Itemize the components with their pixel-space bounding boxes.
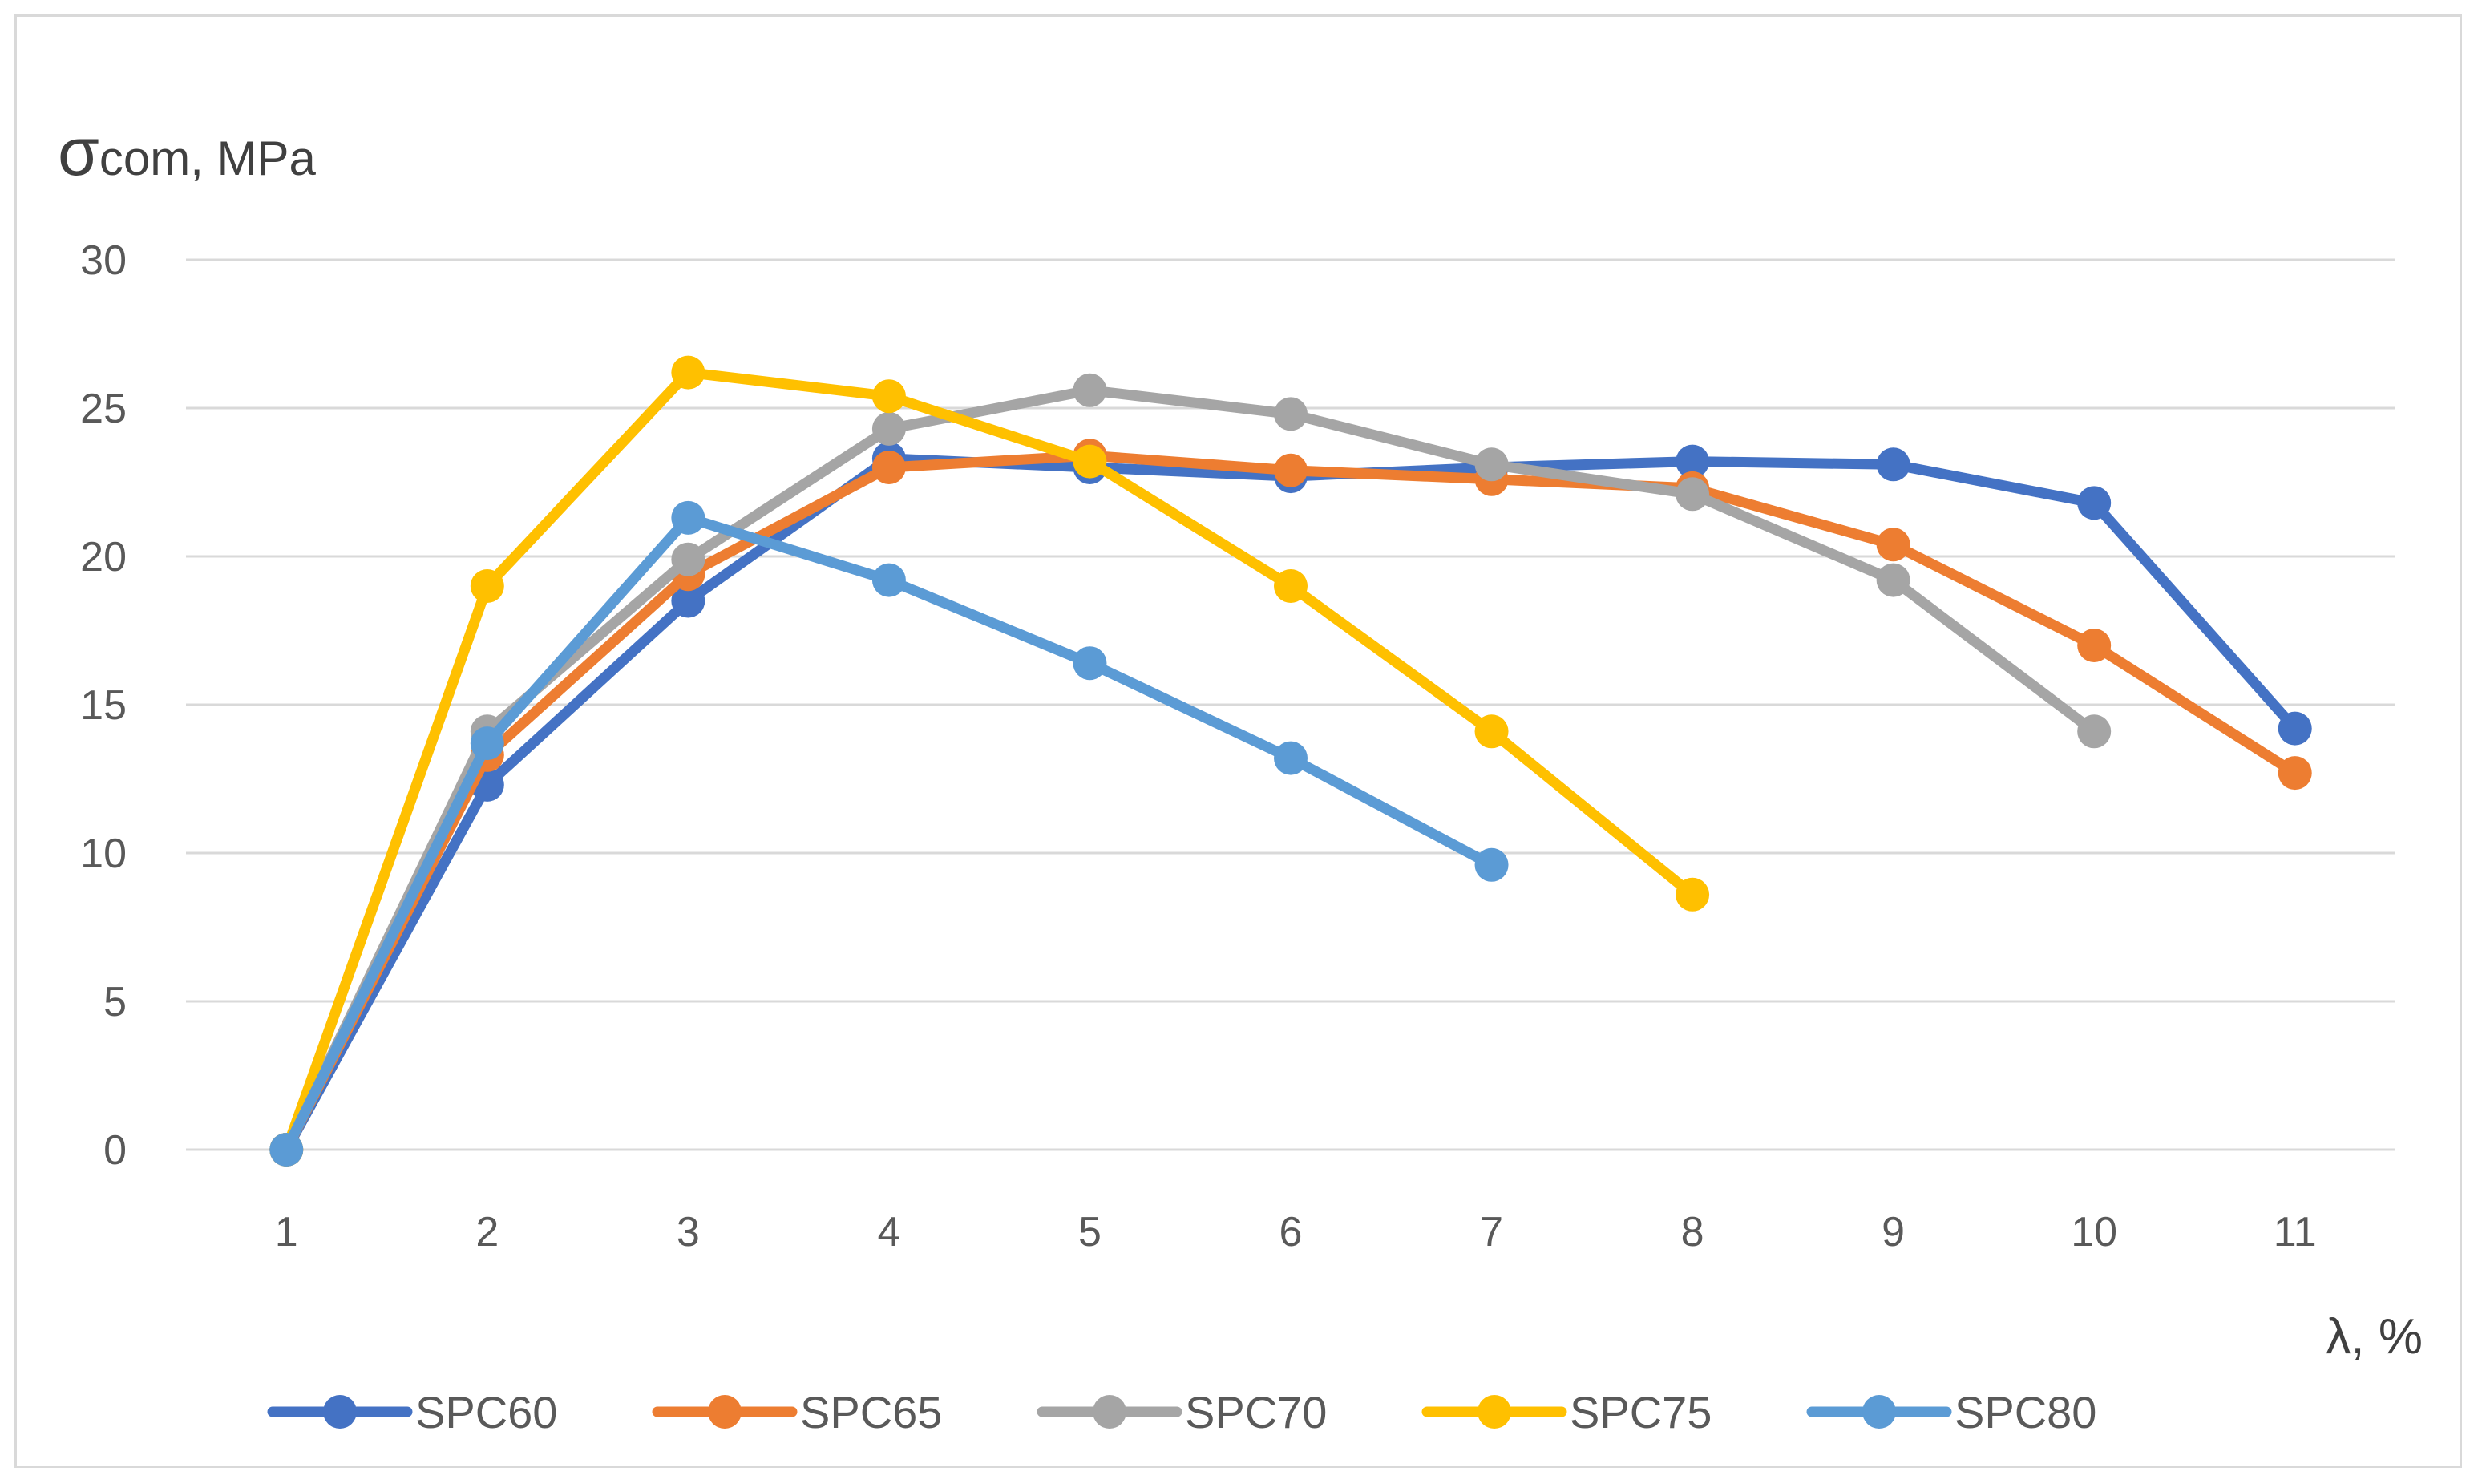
data-point [1876, 447, 1910, 482]
data-point [2077, 629, 2112, 662]
data-point [470, 569, 504, 603]
data-point [1474, 714, 1509, 749]
x-tick-label: 11 [2274, 1209, 2317, 1256]
gridlines [186, 258, 2395, 1151]
data-point [2077, 486, 2112, 520]
data-point [1676, 444, 1710, 479]
legend-swatch-marker [323, 1395, 357, 1429]
data-point [1474, 447, 1509, 482]
data-point [1274, 569, 1308, 603]
legend-swatch-marker [1862, 1395, 1896, 1429]
data-point [269, 1133, 304, 1167]
series-spc70 [269, 373, 2112, 1167]
x-tick-label: 6 [1279, 1209, 1303, 1256]
x-tick-label: 8 [1681, 1209, 1704, 1256]
data-point [1274, 741, 1308, 775]
series-line [281, 367, 1698, 1155]
data-point [671, 542, 705, 576]
series-spc60 [269, 441, 2312, 1167]
legend-label: SPC65 [800, 1387, 942, 1437]
y-tick-label: 20 [80, 534, 127, 580]
data-point [1676, 877, 1710, 912]
x-tick-label: 4 [877, 1209, 900, 1256]
x-tick-label: 10 [2071, 1209, 2117, 1256]
data-point [1876, 563, 1910, 597]
legend-item: SPC65 [652, 1387, 942, 1437]
legend-label: SPC80 [1955, 1387, 2096, 1437]
y-tick-label: 25 [80, 386, 127, 432]
legend: SPC60 SPC65 SPC70 SPC75 SPC80 [267, 1387, 2096, 1437]
series-line [281, 512, 1497, 1155]
data-point [1876, 528, 1910, 562]
x-tick-label: 5 [1078, 1209, 1102, 1256]
series-line [281, 385, 2100, 1155]
data-point [1274, 397, 1308, 431]
series-spc80 [269, 500, 1509, 1167]
data-point [470, 726, 504, 761]
legend-item: SPC70 [1037, 1387, 1327, 1437]
data-point [2077, 714, 2112, 749]
y-tick-label: 0 [103, 1127, 127, 1174]
legend-swatch-marker [1478, 1395, 1511, 1429]
y-axis-title-text: com, MPa [99, 131, 317, 185]
legend-label: SPC70 [1185, 1387, 1327, 1437]
data-point [2278, 711, 2312, 746]
y-axis-ticks: 0 5 10 15 20 25 30 [80, 237, 127, 1174]
legend-item: SPC60 [267, 1387, 557, 1437]
y-axis-title-symbol: σ [58, 114, 99, 189]
x-tick-label: 1 [275, 1209, 298, 1256]
data-point [1676, 477, 1710, 512]
x-tick-label: 3 [677, 1209, 700, 1256]
data-point [671, 584, 705, 618]
series-line [281, 453, 2301, 1155]
y-axis-title: σcom, MPa [58, 114, 317, 189]
data-point [671, 500, 705, 535]
data-point [1073, 444, 1107, 479]
x-axis-ticks: 1 2 3 4 5 6 7 8 9 10 11 [275, 1209, 2317, 1256]
series-layer [269, 355, 2312, 1167]
data-point [871, 563, 906, 597]
legend-swatch-marker [708, 1395, 742, 1429]
chart-frame [14, 14, 2462, 1468]
legend-item: SPC80 [1806, 1387, 2096, 1437]
data-point [871, 379, 906, 414]
data-point [1474, 847, 1509, 882]
legend-label: SPC75 [1570, 1387, 1712, 1437]
legend-label: SPC60 [415, 1387, 557, 1437]
y-tick-label: 10 [80, 831, 127, 877]
legend-swatch-marker [1093, 1395, 1126, 1429]
x-tick-label: 7 [1480, 1209, 1503, 1256]
x-tick-label: 2 [475, 1209, 499, 1256]
series-spc65 [269, 439, 2312, 1167]
x-axis-title: λ, % [2326, 1309, 2423, 1365]
data-point [671, 355, 705, 390]
legend-item: SPC75 [1421, 1387, 1712, 1437]
y-tick-label: 5 [103, 979, 127, 1025]
y-tick-label: 30 [80, 237, 127, 284]
x-tick-label: 9 [1882, 1209, 1905, 1256]
data-point [1274, 453, 1308, 487]
data-point [871, 411, 906, 446]
series-line [281, 450, 2301, 1155]
y-tick-label: 15 [80, 682, 127, 729]
data-point [871, 451, 906, 484]
data-point [1073, 646, 1107, 681]
data-point [1073, 373, 1107, 407]
data-point [2278, 756, 2312, 791]
